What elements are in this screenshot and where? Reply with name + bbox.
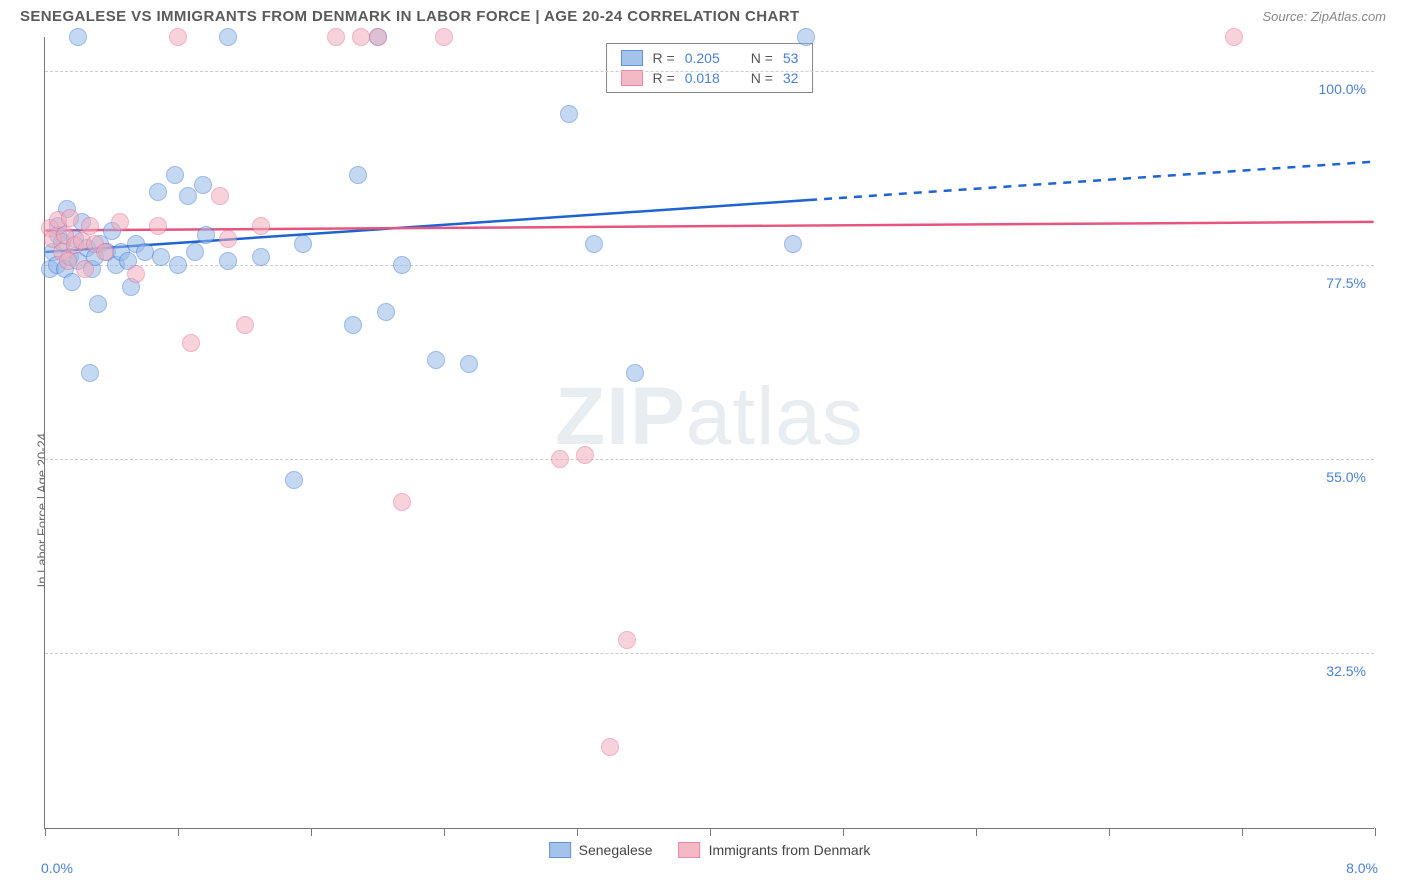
scatter-point xyxy=(169,28,187,46)
scatter-point xyxy=(252,217,270,235)
gridline xyxy=(45,265,1374,266)
n-value: 53 xyxy=(783,50,799,66)
correlation-legend: R = 0.205 N = 53 R = 0.018 N = 32 xyxy=(606,43,814,93)
x-axis-end-label: 8.0% xyxy=(1346,860,1378,876)
gridline xyxy=(45,653,1374,654)
scatter-point xyxy=(1225,28,1243,46)
scatter-point xyxy=(352,28,370,46)
plot-area: ZIPatlas R = 0.205 N = 53 R = 0.018 N = … xyxy=(44,37,1374,829)
scatter-point xyxy=(219,28,237,46)
legend-label: Senegalese xyxy=(579,842,653,858)
scatter-point xyxy=(179,187,197,205)
y-tick-label: 55.0% xyxy=(1326,469,1366,485)
scatter-point xyxy=(197,226,215,244)
x-tick xyxy=(1109,828,1110,836)
legend-swatch-denmark xyxy=(679,842,701,858)
n-label: N = xyxy=(751,50,773,66)
scatter-point xyxy=(601,738,619,756)
watermark: ZIPatlas xyxy=(555,370,864,464)
chart-container: In Labor Force | Age 20-24 ZIPatlas R = … xyxy=(44,37,1386,829)
x-tick xyxy=(45,828,46,836)
source-attribution: Source: ZipAtlas.com xyxy=(1262,9,1386,24)
r-label: R = xyxy=(653,50,675,66)
scatter-point xyxy=(435,28,453,46)
y-tick-label: 100.0% xyxy=(1319,81,1366,97)
correlation-legend-row: R = 0.205 N = 53 xyxy=(607,48,813,68)
trendlines-layer xyxy=(45,37,1374,828)
legend-swatch-senegalese xyxy=(549,842,571,858)
x-tick xyxy=(976,828,977,836)
scatter-point xyxy=(427,351,445,369)
scatter-point xyxy=(377,303,395,321)
scatter-point xyxy=(327,28,345,46)
scatter-point xyxy=(76,260,94,278)
gridline xyxy=(45,459,1374,460)
scatter-point xyxy=(626,364,644,382)
scatter-point xyxy=(219,230,237,248)
scatter-point xyxy=(59,252,77,270)
scatter-point xyxy=(149,217,167,235)
scatter-point xyxy=(61,209,79,227)
scatter-point xyxy=(551,450,569,468)
scatter-point xyxy=(152,248,170,266)
scatter-point xyxy=(219,252,237,270)
x-tick xyxy=(1242,828,1243,836)
scatter-point xyxy=(797,28,815,46)
scatter-point xyxy=(149,183,167,201)
scatter-point xyxy=(252,248,270,266)
legend-item-denmark: Immigrants from Denmark xyxy=(679,842,871,858)
scatter-point xyxy=(285,471,303,489)
chart-title: SENEGALESE VS IMMIGRANTS FROM DENMARK IN… xyxy=(20,8,800,25)
y-tick-label: 77.5% xyxy=(1326,275,1366,291)
scatter-point xyxy=(169,256,187,274)
scatter-point xyxy=(69,28,87,46)
trendline xyxy=(45,222,1373,231)
x-tick xyxy=(710,828,711,836)
scatter-point xyxy=(294,235,312,253)
scatter-point xyxy=(784,235,802,253)
legend-item-senegalese: Senegalese xyxy=(549,842,653,858)
scatter-point xyxy=(211,187,229,205)
scatter-point xyxy=(369,28,387,46)
legend-label: Immigrants from Denmark xyxy=(709,842,871,858)
trendline-extrapolated xyxy=(809,162,1374,200)
scatter-point xyxy=(393,256,411,274)
scatter-point xyxy=(89,295,107,313)
x-axis-start-label: 0.0% xyxy=(41,860,73,876)
x-tick xyxy=(1375,828,1376,836)
r-value: 0.205 xyxy=(685,50,733,66)
legend-swatch-senegalese xyxy=(621,50,643,66)
scatter-point xyxy=(127,265,145,283)
scatter-point xyxy=(194,176,212,194)
x-tick xyxy=(444,828,445,836)
x-tick xyxy=(311,828,312,836)
scatter-point xyxy=(96,243,114,261)
watermark-atlas: atlas xyxy=(686,371,864,462)
scatter-point xyxy=(111,213,129,231)
scatter-point xyxy=(460,355,478,373)
x-tick xyxy=(178,828,179,836)
scatter-point xyxy=(182,334,200,352)
scatter-point xyxy=(585,235,603,253)
x-tick xyxy=(577,828,578,836)
scatter-point xyxy=(186,243,204,261)
scatter-point xyxy=(618,631,636,649)
scatter-point xyxy=(349,166,367,184)
y-tick-label: 32.5% xyxy=(1326,663,1366,679)
chart-header: SENEGALESE VS IMMIGRANTS FROM DENMARK IN… xyxy=(0,0,1406,33)
scatter-point xyxy=(81,364,99,382)
scatter-point xyxy=(81,217,99,235)
gridline xyxy=(45,71,1374,72)
scatter-point xyxy=(560,105,578,123)
series-legend: Senegalese Immigrants from Denmark xyxy=(549,842,871,858)
x-tick xyxy=(843,828,844,836)
scatter-point xyxy=(136,243,154,261)
scatter-point xyxy=(166,166,184,184)
scatter-point xyxy=(393,493,411,511)
scatter-point xyxy=(576,446,594,464)
watermark-zip: ZIP xyxy=(555,371,686,462)
scatter-point xyxy=(236,316,254,334)
scatter-point xyxy=(344,316,362,334)
